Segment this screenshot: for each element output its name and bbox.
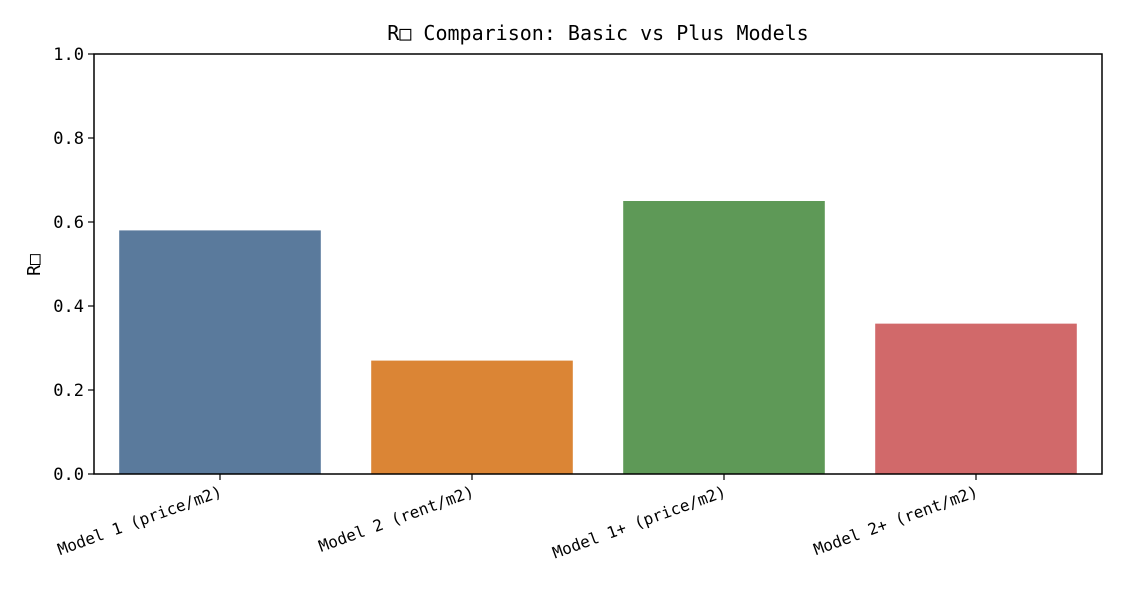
chart-title: R□ Comparison: Basic vs Plus Models <box>387 21 808 45</box>
bars <box>119 201 1077 474</box>
y-tick-label: 0.4 <box>53 297 84 317</box>
y-ticks: 0.0 0.2 0.4 0.6 0.8 1.0 <box>53 45 94 485</box>
y-tick-label: 1.0 <box>53 45 84 65</box>
x-tick-label: Model 1+ (price/m2) <box>550 482 728 562</box>
bar-2 <box>371 360 573 474</box>
x-tick-label: Model 1 (price/m2) <box>55 482 224 559</box>
y-tick-label: 0.8 <box>53 129 84 149</box>
plot-frame <box>93 53 1103 475</box>
y-tick-label: 0.6 <box>53 213 84 233</box>
bar-3 <box>623 201 825 474</box>
bar-1 <box>119 230 321 474</box>
y-tick-label: 0.0 <box>53 465 84 485</box>
x-tick-labels: Model 1 (price/m2) Model 2 (rent/m2) Model… <box>55 474 980 562</box>
y-tick-label: 0.2 <box>53 381 84 401</box>
bar-4 <box>875 323 1077 474</box>
x-tick-label: Model 2 (rent/m2) <box>316 482 476 556</box>
y-axis-label: R□ <box>24 254 45 276</box>
x-tick-label: Model 2+ (rent/m2) <box>811 482 980 559</box>
